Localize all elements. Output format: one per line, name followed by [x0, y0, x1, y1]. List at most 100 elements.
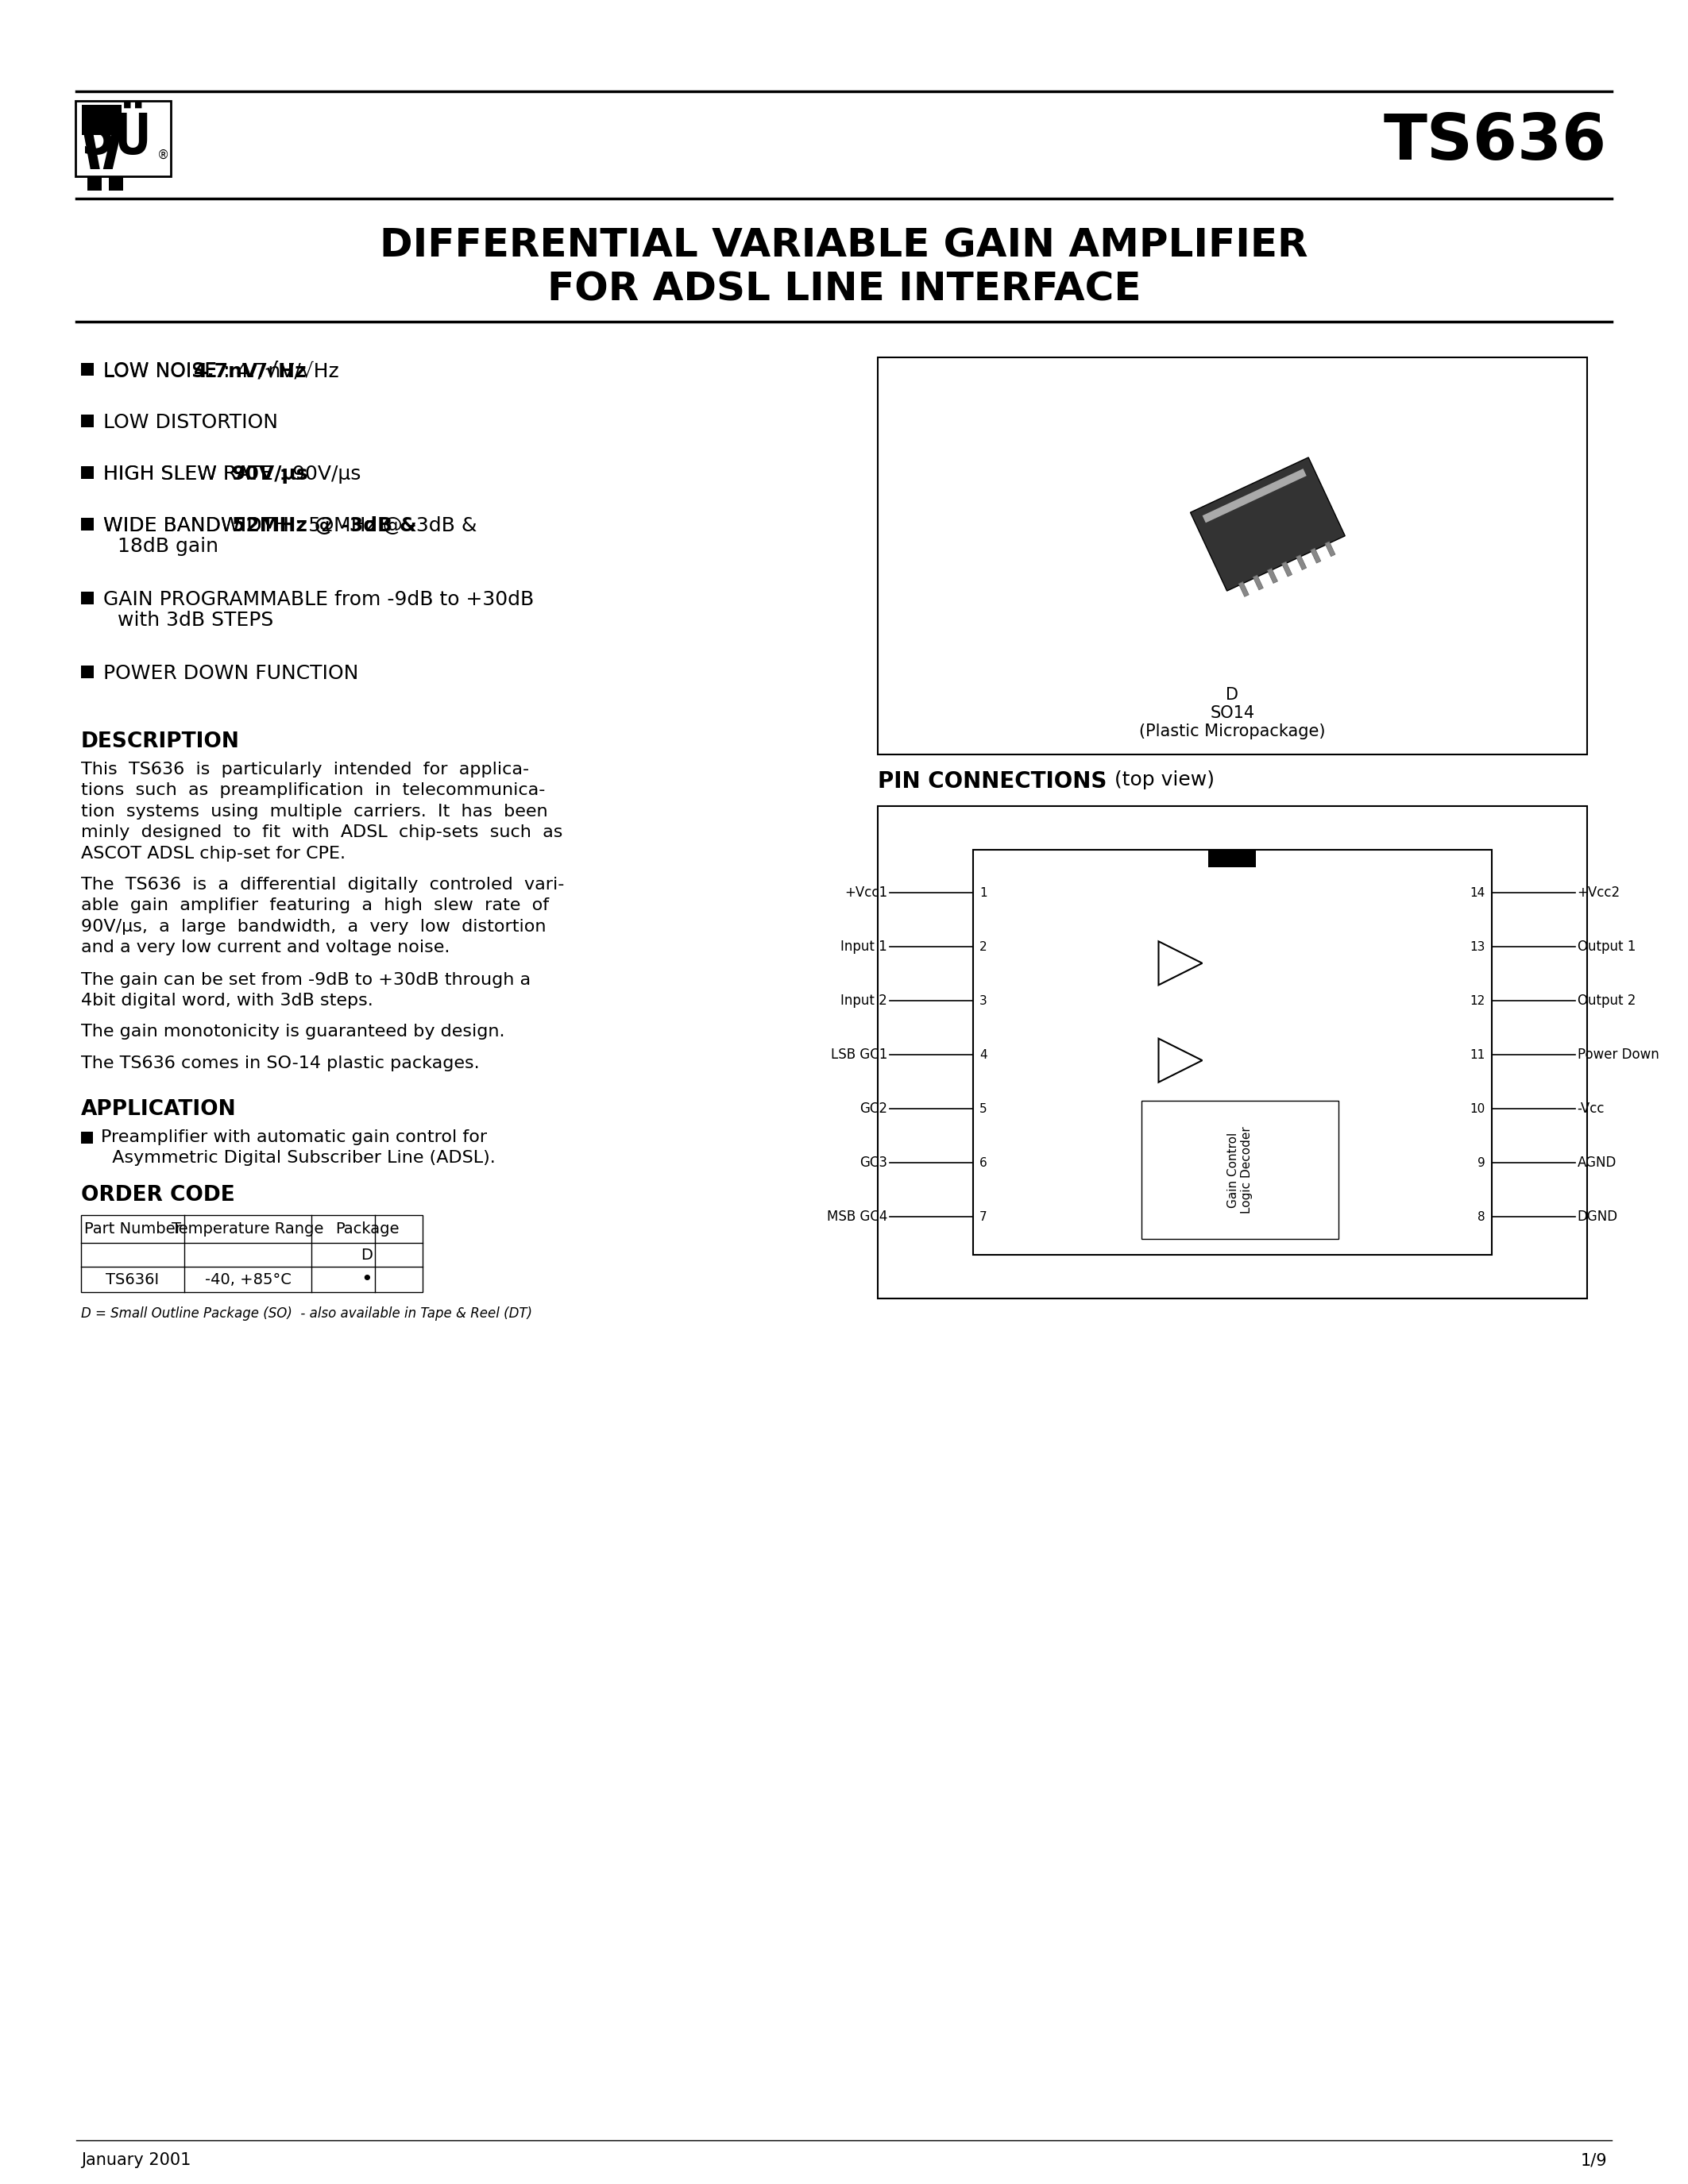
Bar: [108, 140, 123, 190]
Text: APPLICATION: APPLICATION: [81, 1099, 236, 1120]
Bar: [1252, 574, 1263, 590]
Bar: [1141, 1101, 1339, 1238]
Text: PIN CONNECTIONS: PIN CONNECTIONS: [878, 771, 1107, 793]
Text: Output 1: Output 1: [1577, 939, 1636, 954]
Text: D = Small Outline Package (SO)  - also available in Tape & Reel (DT): D = Small Outline Package (SO) - also av…: [81, 1306, 532, 1321]
Text: Preamplifier with automatic gain control for
  Asymmetric Digital Subscriber Lin: Preamplifier with automatic gain control…: [101, 1129, 496, 1166]
Text: DGND: DGND: [1577, 1210, 1617, 1225]
Text: DESCRIPTION: DESCRIPTION: [81, 732, 240, 751]
Text: ORDER CODE: ORDER CODE: [81, 1186, 235, 1206]
Text: 18dB gain: 18dB gain: [118, 537, 218, 557]
Bar: [81, 518, 95, 531]
Text: This  TS636  is  particularly  intended  for  applica-
tions  such  as  preampli: This TS636 is particularly intended for …: [81, 762, 562, 860]
Text: 5Ü: 5Ü: [81, 111, 150, 166]
Bar: [81, 363, 95, 376]
Text: MSB GC4: MSB GC4: [827, 1210, 888, 1225]
Text: 52MHz @ -3dB &: 52MHz @ -3dB &: [231, 515, 417, 535]
Text: +Vcc1: +Vcc1: [844, 887, 888, 900]
Text: ®: ®: [157, 149, 169, 162]
Text: 14: 14: [1470, 887, 1485, 900]
Bar: [81, 105, 122, 135]
Bar: [972, 850, 1492, 1256]
Bar: [81, 592, 95, 605]
Text: 12: 12: [1470, 996, 1485, 1007]
Text: 5: 5: [979, 1103, 987, 1116]
Text: -40, +85°C: -40, +85°C: [204, 1271, 290, 1286]
Text: Input 2: Input 2: [841, 994, 888, 1009]
Text: 7: 7: [979, 1212, 987, 1223]
Text: LOW NOISE :: LOW NOISE :: [103, 360, 236, 380]
Text: D
SO14
(Plastic Micropackage): D SO14 (Plastic Micropackage): [1139, 688, 1325, 740]
Bar: [1281, 561, 1291, 577]
Text: 3: 3: [979, 996, 987, 1007]
Text: WIDE BANDWIDTH : 52MHz @ -3dB &: WIDE BANDWIDTH : 52MHz @ -3dB &: [103, 515, 478, 535]
Bar: [81, 1131, 93, 1144]
Text: The TS636 comes in SO-14 plastic packages.: The TS636 comes in SO-14 plastic package…: [81, 1055, 479, 1072]
Bar: [81, 1214, 422, 1293]
Bar: [1209, 850, 1256, 867]
Bar: [81, 415, 95, 428]
Bar: [878, 358, 1587, 753]
Text: The  TS636  is  a  differential  digitally  controled  vari-
able  gain  amplifi: The TS636 is a differential digitally co…: [81, 876, 564, 957]
Bar: [78, 103, 137, 116]
Text: +Vcc2: +Vcc2: [1577, 887, 1620, 900]
Text: LSB GC1: LSB GC1: [830, 1048, 888, 1061]
Polygon shape: [84, 135, 100, 168]
Text: 13: 13: [1470, 941, 1485, 952]
Text: HIGH SLEW RATE :: HIGH SLEW RATE :: [103, 465, 292, 483]
Text: 90V/μs: 90V/μs: [231, 465, 309, 483]
Bar: [81, 465, 95, 478]
Text: Input 1: Input 1: [841, 939, 888, 954]
Text: AGND: AGND: [1577, 1155, 1617, 1171]
Text: LOW DISTORTION: LOW DISTORTION: [103, 413, 279, 432]
Bar: [1325, 542, 1335, 557]
Bar: [878, 806, 1587, 1299]
Text: 8: 8: [1477, 1212, 1485, 1223]
Text: Temperature Range: Temperature Range: [172, 1221, 324, 1236]
Text: Part Number: Part Number: [84, 1221, 181, 1236]
Text: GC2: GC2: [859, 1103, 888, 1116]
FancyBboxPatch shape: [76, 100, 170, 177]
Text: HIGH SLEW RATE : 90V/μs: HIGH SLEW RATE : 90V/μs: [103, 465, 361, 483]
Text: FOR ADSL LINE INTERFACE: FOR ADSL LINE INTERFACE: [547, 271, 1141, 308]
Text: 10: 10: [1470, 1103, 1485, 1116]
Text: January 2001: January 2001: [81, 2151, 191, 2169]
Bar: [1296, 555, 1307, 570]
Bar: [81, 107, 125, 140]
Text: with 3dB STEPS: with 3dB STEPS: [118, 612, 273, 629]
Bar: [1310, 548, 1322, 563]
Text: 11: 11: [1470, 1048, 1485, 1061]
Polygon shape: [103, 135, 120, 168]
Text: GAIN PROGRAMMABLE from -9dB to +30dB: GAIN PROGRAMMABLE from -9dB to +30dB: [103, 590, 533, 609]
Text: 4: 4: [979, 1048, 987, 1061]
Bar: [88, 140, 101, 190]
Text: 6: 6: [979, 1158, 987, 1168]
Text: The gain can be set from -9dB to +30dB through a
4bit digital word, with 3dB ste: The gain can be set from -9dB to +30dB t…: [81, 972, 530, 1009]
Text: GC3: GC3: [859, 1155, 888, 1171]
Text: DIFFERENTIAL VARIABLE GAIN AMPLIFIER: DIFFERENTIAL VARIABLE GAIN AMPLIFIER: [380, 227, 1308, 264]
Text: Package: Package: [334, 1221, 398, 1236]
Text: 4.7nV/√Hz: 4.7nV/√Hz: [194, 360, 307, 380]
Text: -Vcc: -Vcc: [1577, 1103, 1605, 1116]
Bar: [81, 666, 95, 679]
Text: The gain monotonicity is guaranteed by design.: The gain monotonicity is guaranteed by d…: [81, 1024, 505, 1040]
Text: 1/9: 1/9: [1580, 2151, 1607, 2169]
Bar: [1239, 581, 1249, 596]
Text: LOW NOISE : 4.7nV/√Hz: LOW NOISE : 4.7nV/√Hz: [103, 360, 339, 380]
Text: TS636: TS636: [1384, 111, 1607, 173]
Bar: [1268, 568, 1278, 583]
Text: Output 2: Output 2: [1577, 994, 1636, 1009]
Text: •: •: [361, 1269, 373, 1289]
Bar: [1202, 470, 1307, 522]
Text: WIDE BANDWIDTH :: WIDE BANDWIDTH :: [103, 515, 309, 535]
Text: Power Down: Power Down: [1577, 1048, 1659, 1061]
Text: (top view): (top view): [1107, 771, 1215, 788]
Text: 2: 2: [979, 941, 987, 952]
Text: Gain Control
Logic Decoder: Gain Control Logic Decoder: [1227, 1127, 1252, 1214]
Text: D: D: [361, 1247, 373, 1262]
Text: TS636I: TS636I: [106, 1271, 159, 1286]
Text: 9: 9: [1477, 1158, 1485, 1168]
Text: POWER DOWN FUNCTION: POWER DOWN FUNCTION: [103, 664, 358, 684]
FancyBboxPatch shape: [1190, 456, 1345, 592]
Text: 1: 1: [979, 887, 987, 900]
